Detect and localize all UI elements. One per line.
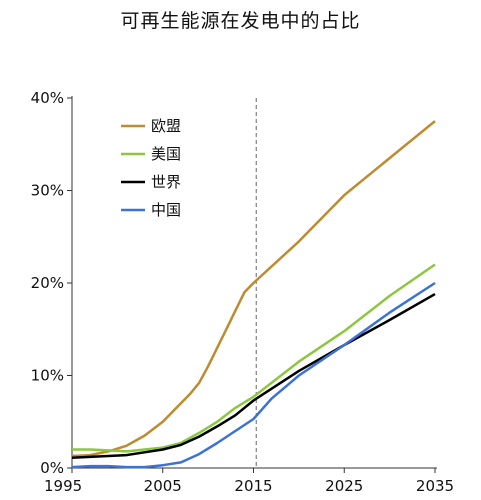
series-line-1 xyxy=(71,120,436,458)
chart-title: 可再生能源在发电中的占比 xyxy=(120,10,361,32)
series-line-3 xyxy=(71,293,436,460)
legend-label-3: 世界 xyxy=(151,173,181,191)
x-tick-label: 2025 xyxy=(325,477,363,495)
y-tick-label: 30% xyxy=(31,182,64,200)
x-tick-label: 2015 xyxy=(234,477,272,495)
series-line-2 xyxy=(72,263,436,453)
axes: 0% 10% 20% 30% 40% 1995 2005 2015 2025 2035 xyxy=(31,89,454,495)
x-tick-label: 1995 xyxy=(44,477,82,495)
series-line-4 xyxy=(71,281,436,469)
series-layer xyxy=(71,120,436,469)
y-tick-label: 10% xyxy=(31,367,64,385)
legend-label-4: 中国 xyxy=(151,201,181,219)
legend-label-2: 美国 xyxy=(151,145,181,163)
legend-label-1: 欧盟 xyxy=(151,117,181,135)
x-tick-label: 2035 xyxy=(416,477,454,495)
y-tick-label: 20% xyxy=(31,274,64,292)
y-tick-label: 40% xyxy=(31,89,64,107)
y-tick-label: 0% xyxy=(40,459,64,477)
x-tick-label: 2005 xyxy=(144,477,182,495)
